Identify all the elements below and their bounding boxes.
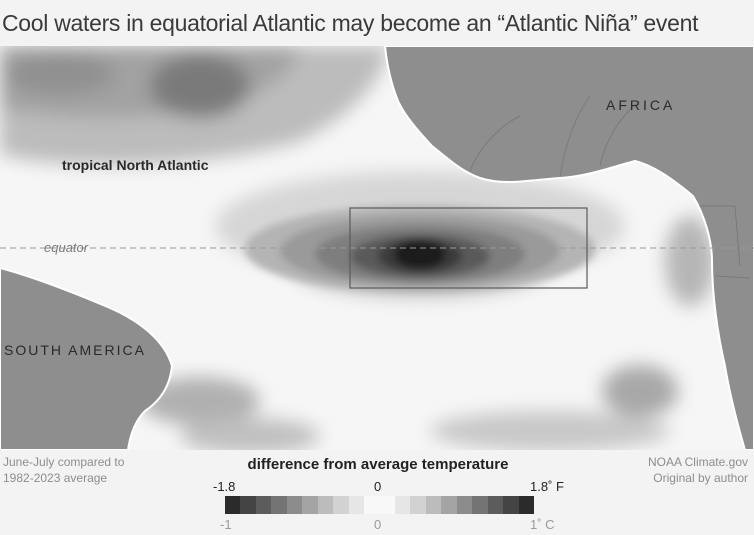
legend-swatch [271,496,287,514]
legend-c-mid: 0 [374,517,382,532]
legend-swatch [225,496,241,514]
credit-note-line-1: NOAA Climate.gov [647,455,748,469]
legend-swatch [503,496,519,514]
legend-swatch [302,496,318,514]
legend-swatch [379,496,395,514]
baseline-note: June-July compared to 1982-2023 average [3,454,124,486]
legend-c-max: 1˚ C [530,517,555,532]
legend-swatch [255,496,272,514]
legend-swatch [487,496,504,514]
legend-f-max: 1.8˚ F [530,479,564,494]
tropical-north-atlantic-label: tropical North Atlantic [62,157,209,173]
legend-swatch [472,496,488,514]
legend-swatch [286,496,303,514]
credit-note-line-2: Original by author [653,471,748,485]
legend-swatch [317,496,334,514]
legend-swatch [441,496,457,514]
legend-c-min: -1 [220,517,232,532]
baseline-note-line-2: 1982-2023 average [3,471,108,485]
legend-color-bar [225,496,535,514]
legend-swatch [333,496,349,514]
south-america-label: SOUTH AMERICA [4,342,146,358]
africa-label: AFRICA [606,97,675,113]
legend-swatch [394,496,411,514]
legend-swatch [425,496,442,514]
legend-swatch [456,496,473,514]
country-borders [469,95,751,279]
south-america-landmass [0,266,174,450]
legend-title: difference from average temperature [247,456,509,473]
baseline-note-line-1: June-July compared to [3,455,125,469]
legend-swatch [348,496,365,514]
equator-label: equator [44,240,89,255]
legend-swatch [364,496,380,514]
legend-swatch [240,496,256,514]
legend-f-mid: 0 [374,479,382,494]
legend-f-min: -1.8 [213,479,236,494]
africa-landmass [383,46,754,450]
sst-anomaly-map: tropical North Atlantic equator AFRICA S… [0,46,754,450]
legend-swatch [410,496,426,514]
chart-title: Cool waters in equatorial Atlantic may b… [2,10,699,36]
legend-swatch [518,496,535,514]
analysis-region-box [349,207,588,289]
credit-note: NOAA Climate.gov Original by author [648,454,748,486]
cold-anomaly-core [245,205,595,293]
